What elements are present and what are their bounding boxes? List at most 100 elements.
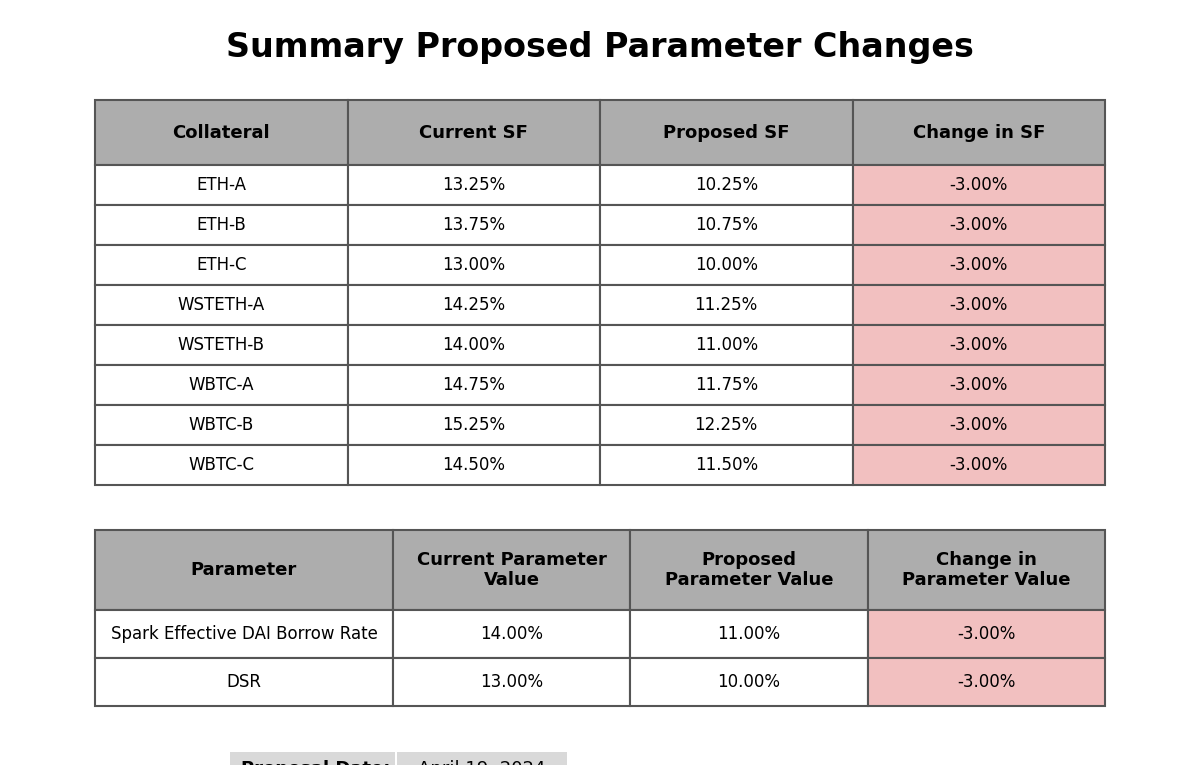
Bar [868,658,1105,706]
Bar [852,445,1105,485]
Text: Change in
Parameter Value: Change in Parameter Value [902,551,1070,589]
Text: Proposed
Parameter Value: Proposed Parameter Value [665,551,833,589]
Text: Current SF: Current SF [419,123,528,142]
Text: -3.00%: -3.00% [949,456,1008,474]
Text: 14.50%: 14.50% [443,456,505,474]
Text: -3.00%: -3.00% [958,625,1015,643]
Bar [348,365,600,405]
Bar [600,445,852,485]
Bar [600,325,852,365]
Bar [852,285,1105,325]
Text: 13.00%: 13.00% [442,256,505,274]
Bar [348,165,600,205]
Text: 13.75%: 13.75% [442,216,505,234]
Text: Change in SF: Change in SF [912,123,1045,142]
Text: 11.75%: 11.75% [695,376,758,394]
Text: -3.00%: -3.00% [958,673,1015,691]
Bar [95,100,348,165]
Text: WBTC-B: WBTC-B [188,416,254,434]
Text: 13.00%: 13.00% [480,673,544,691]
Bar [852,165,1105,205]
Bar [95,285,348,325]
Bar [95,405,348,445]
Text: 11.00%: 11.00% [718,625,780,643]
Bar [392,610,630,658]
Bar [852,100,1105,165]
Text: -3.00%: -3.00% [949,336,1008,354]
Text: 14.00%: 14.00% [443,336,505,354]
Bar [600,405,852,445]
Text: WSTETH-B: WSTETH-B [178,336,265,354]
Bar [630,530,868,610]
Text: DSR: DSR [227,673,262,691]
Text: -3.00%: -3.00% [949,176,1008,194]
Text: Proposed SF: Proposed SF [662,123,790,142]
Text: 10.00%: 10.00% [695,256,757,274]
Text: 10.00%: 10.00% [718,673,780,691]
Text: WSTETH-A: WSTETH-A [178,296,265,314]
Text: 12.25%: 12.25% [695,416,758,434]
Bar [600,165,852,205]
Text: Spark Effective DAI Borrow Rate: Spark Effective DAI Borrow Rate [110,625,378,643]
Text: 11.25%: 11.25% [695,296,758,314]
Bar [600,100,852,165]
Text: 14.25%: 14.25% [442,296,505,314]
Bar [95,445,348,485]
Bar [348,405,600,445]
Bar [348,285,600,325]
Text: 14.75%: 14.75% [443,376,505,394]
Text: WBTC-C: WBTC-C [188,456,254,474]
Text: 10.75%: 10.75% [695,216,757,234]
Bar [230,752,395,765]
Text: WBTC-A: WBTC-A [188,376,254,394]
Bar [95,365,348,405]
Text: -3.00%: -3.00% [949,376,1008,394]
Bar [392,530,630,610]
Text: -3.00%: -3.00% [949,216,1008,234]
Text: 11.00%: 11.00% [695,336,758,354]
Bar [95,205,348,245]
Bar [852,365,1105,405]
Bar [95,610,392,658]
Bar [348,100,600,165]
Bar [348,445,600,485]
Text: Proposal Date:: Proposal Date: [241,760,390,765]
Bar [600,365,852,405]
Bar [868,610,1105,658]
Text: -3.00%: -3.00% [949,256,1008,274]
Text: 15.25%: 15.25% [442,416,505,434]
Bar [392,658,630,706]
Bar [852,405,1105,445]
Bar [348,205,600,245]
Bar [95,325,348,365]
Text: -3.00%: -3.00% [949,296,1008,314]
Text: ETH-A: ETH-A [197,176,246,194]
Bar [600,245,852,285]
Bar [95,658,392,706]
Text: -3.00%: -3.00% [949,416,1008,434]
Bar [348,325,600,365]
Bar [630,610,868,658]
Bar [95,530,392,610]
Text: Current Parameter
Value: Current Parameter Value [416,551,606,589]
Text: ETH-B: ETH-B [197,216,246,234]
Bar [600,205,852,245]
Bar [348,245,600,285]
Bar [852,245,1105,285]
Bar [868,530,1105,610]
Text: Collateral: Collateral [173,123,270,142]
Bar [95,245,348,285]
Text: April 19, 2024: April 19, 2024 [419,760,546,765]
Text: Parameter: Parameter [191,561,298,579]
Text: Summary Proposed Parameter Changes: Summary Proposed Parameter Changes [226,31,974,63]
Text: 13.25%: 13.25% [442,176,505,194]
Bar [600,285,852,325]
Text: 10.25%: 10.25% [695,176,758,194]
Bar [630,658,868,706]
Bar [95,165,348,205]
Bar [397,752,568,765]
Text: 11.50%: 11.50% [695,456,758,474]
Bar [852,205,1105,245]
Bar [852,325,1105,365]
Text: ETH-C: ETH-C [196,256,246,274]
